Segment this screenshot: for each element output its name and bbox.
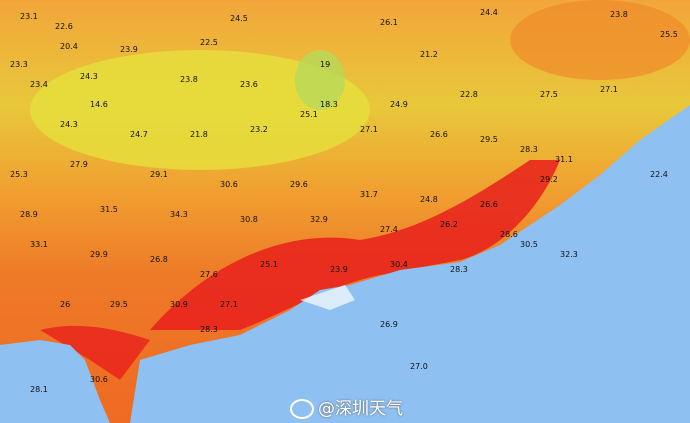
- temperature-label: 31.7: [360, 190, 378, 199]
- temperature-label: 26.6: [430, 130, 448, 139]
- temperature-label: 26.8: [150, 255, 168, 264]
- temperature-label: 27.1: [360, 125, 378, 134]
- temperature-label: 25.3: [10, 170, 28, 179]
- temperature-label: 24.3: [60, 120, 78, 129]
- watermark-text: @深圳天气: [318, 399, 403, 419]
- temperature-label: 28.1: [30, 385, 48, 394]
- coolest-region: [295, 50, 345, 110]
- temperature-label: 30.9: [170, 300, 188, 309]
- temperature-label: 29.5: [110, 300, 128, 309]
- temperature-label: 22.5: [200, 38, 218, 47]
- temperature-label: 24.7: [130, 130, 148, 139]
- temperature-label: 22.4: [650, 170, 668, 179]
- temperature-label: 23.1: [20, 12, 38, 21]
- temperature-label: 32.9: [310, 215, 328, 224]
- temperature-label: 30.8: [240, 215, 258, 224]
- temperature-label: 25.1: [260, 260, 278, 269]
- temperature-label: 27.0: [410, 362, 428, 371]
- temperature-label: 32.3: [560, 250, 578, 259]
- temperature-label: 20.4: [60, 42, 78, 51]
- hot-band-west: [40, 325, 150, 380]
- temperature-label: 28.6: [500, 230, 518, 239]
- temperature-label: 29.1: [150, 170, 168, 179]
- temperature-label: 23.9: [330, 265, 348, 274]
- temperature-label: 29.2: [540, 175, 558, 184]
- temperature-label: 21.8: [190, 130, 208, 139]
- temperature-label: 30.6: [220, 180, 238, 189]
- pearl-river-estuary: [300, 285, 355, 310]
- temperature-label: 23.8: [180, 75, 198, 84]
- temperature-label: 28.9: [20, 210, 38, 219]
- weibo-logo-icon: [290, 399, 314, 419]
- temperature-label: 28.3: [200, 325, 218, 334]
- temperature-label: 27.4: [380, 225, 398, 234]
- temperature-label: 33.1: [30, 240, 48, 249]
- temperature-label: 23.8: [610, 10, 628, 19]
- temperature-label: 26.9: [380, 320, 398, 329]
- temperature-label: 28.3: [520, 145, 538, 154]
- temperature-label: 27.1: [220, 300, 238, 309]
- watermark: @深圳天气: [290, 394, 403, 419]
- temperature-label: 24.5: [230, 14, 248, 23]
- temperature-label: 26.2: [440, 220, 458, 229]
- temperature-label: 27.5: [540, 90, 558, 99]
- temperature-label: 24.8: [420, 195, 438, 204]
- temperature-label: 26: [60, 300, 71, 309]
- temperature-label: 30.4: [390, 260, 408, 269]
- temperature-label: 29.6: [290, 180, 308, 189]
- temperature-label: 31.5: [100, 205, 118, 214]
- temperature-label: 26.6: [480, 200, 498, 209]
- temperature-label: 23.6: [240, 80, 258, 89]
- temperature-label: 28.3: [450, 265, 468, 274]
- temperature-label: 27.1: [600, 85, 618, 94]
- temperature-label: 23.2: [250, 125, 268, 134]
- temperature-label: 22.8: [460, 90, 478, 99]
- temperature-label: 25.1: [300, 110, 318, 119]
- temperature-label: 27.6: [200, 270, 218, 279]
- temperature-label: 24.4: [480, 8, 498, 17]
- temperature-label: 34.3: [170, 210, 188, 219]
- temperature-label: 26.1: [380, 18, 398, 27]
- temperature-label: 30.6: [90, 375, 108, 384]
- temperature-label: 23.3: [10, 60, 28, 69]
- temperature-label: 24.9: [390, 100, 408, 109]
- temperature-label: 29.5: [480, 135, 498, 144]
- temperature-label: 14.6: [90, 100, 108, 109]
- warm-region: [510, 0, 690, 80]
- temperature-label: 31.1: [555, 155, 573, 164]
- temperature-label: 30.5: [520, 240, 538, 249]
- temperature-label: 25.5: [660, 30, 678, 39]
- temperature-label: 18.3: [320, 100, 338, 109]
- cool-region: [30, 50, 370, 170]
- temperature-label: 21.2: [420, 50, 438, 59]
- sea: [0, 105, 690, 423]
- temperature-label: 23.4: [30, 80, 48, 89]
- temperature-label: 19: [320, 60, 331, 69]
- temperature-label: 22.6: [55, 22, 73, 31]
- temperature-label: 29.9: [90, 250, 108, 259]
- temperature-label: 23.9: [120, 45, 138, 54]
- temperature-label: 27.9: [70, 160, 88, 169]
- hot-band: [150, 160, 560, 330]
- temperature-label: 24.3: [80, 72, 98, 81]
